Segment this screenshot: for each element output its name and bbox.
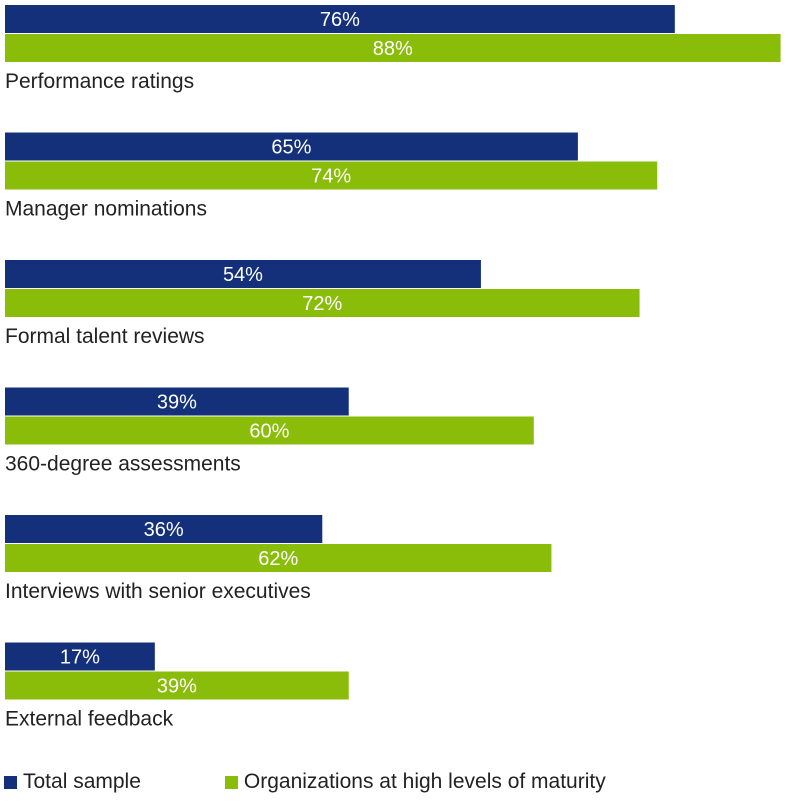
bar-value-label: 39% [157, 392, 197, 414]
legend-label-total-sample: Total sample [23, 770, 141, 793]
bar-high-maturity-0 [5, 34, 781, 62]
bar-value-label: 54% [223, 264, 263, 286]
bar-value-label: 36% [144, 519, 184, 541]
bar-total-sample-4 [5, 515, 323, 543]
bar-high-maturity-2 [5, 289, 640, 317]
category-label: Formal talent reviews [5, 325, 205, 348]
category-label: Interviews with senior executives [5, 580, 311, 603]
category-label: External feedback [5, 708, 174, 731]
bar-value-label: 62% [258, 548, 298, 570]
bar-value-label: 72% [302, 293, 342, 315]
category-label: 360-degree assessments [5, 453, 241, 476]
bar-total-sample-0 [5, 5, 675, 33]
legend-swatch-high-maturity [224, 775, 238, 789]
bar-high-maturity-4 [5, 544, 552, 572]
bar-value-label: 65% [271, 137, 311, 159]
legend-item-high-maturity: Organizations at high levels of maturity [224, 770, 606, 794]
bar-total-sample-2 [5, 260, 481, 288]
legend-swatch-total-sample [4, 775, 17, 789]
bar-value-label: 76% [320, 9, 360, 31]
bar-high-maturity-5 [5, 671, 349, 700]
legend-item-total-sample: Total sample [4, 770, 141, 794]
category-label: Manager nominations [5, 198, 207, 221]
category-label: Performance ratings [5, 70, 194, 93]
bar-value-label: 60% [249, 421, 289, 443]
bar-value-label: 17% [60, 647, 100, 669]
bar-total-sample-3 [5, 387, 349, 416]
legend: Total sample Organizations at high level… [4, 770, 606, 794]
bar-value-label: 88% [373, 38, 413, 60]
bar-total-sample-5 [5, 642, 155, 671]
bar-value-label: 74% [311, 166, 351, 188]
bar-high-maturity-3 [5, 416, 534, 445]
bar-total-sample-1 [5, 132, 578, 161]
bar-high-maturity-1 [5, 161, 658, 190]
bar-chart: 76% 88% Performance ratings 65%74% Manager n… [5, 5, 781, 731]
legend-label-high-maturity: Organizations at high levels of maturity [243, 770, 606, 793]
bar-value-label: 39% [157, 676, 197, 698]
